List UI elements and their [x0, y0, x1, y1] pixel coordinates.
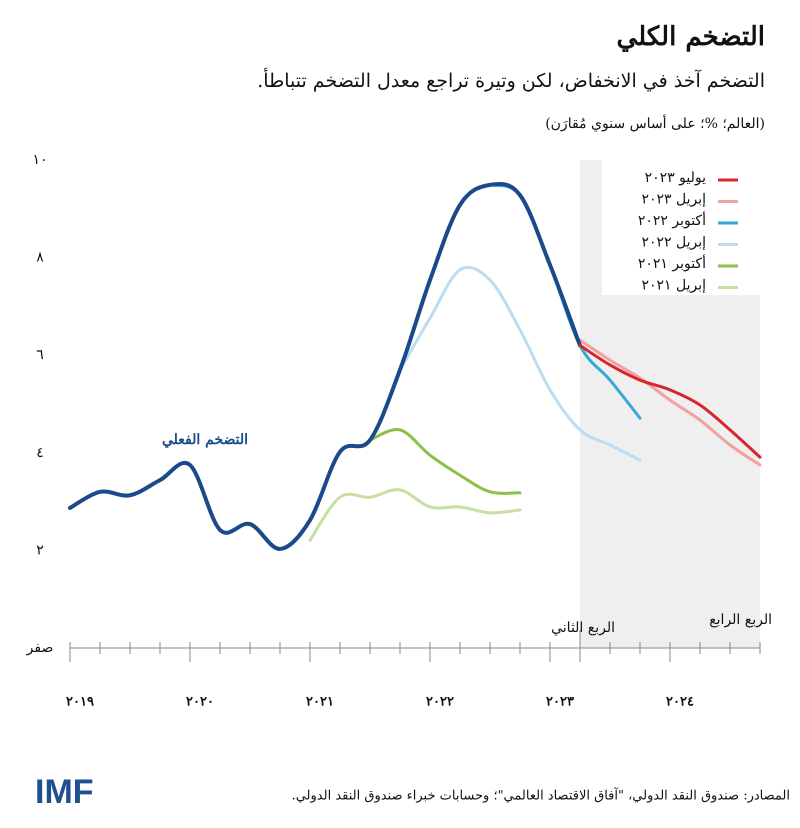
- series-line: [68, 181, 582, 551]
- series-line: [368, 428, 522, 495]
- x-tick-label: ٢٠٢٣: [546, 695, 574, 710]
- x-tick-label: ٢٠٢٤: [666, 695, 694, 710]
- annotation: الربع الثاني: [551, 620, 615, 636]
- legend-label: إبريل ٢٠٢١: [641, 278, 706, 294]
- x-tick-label: ٢٠٢٠: [186, 695, 214, 710]
- series-line: [578, 343, 762, 459]
- series-line: [398, 265, 642, 462]
- forecast-shade: [580, 295, 760, 648]
- x-tick-label: ٢٠١٩: [66, 695, 94, 710]
- series-line: [578, 338, 762, 467]
- y-tick-label: ٢: [36, 542, 44, 558]
- chart-note: (العالم؛ %؛ على أساس سنوي مُقارَن): [545, 113, 765, 132]
- y-tick-label: ٦: [36, 347, 44, 363]
- chart-title: التضخم الكلي: [617, 22, 765, 52]
- forecast-shade: [580, 160, 602, 295]
- annotation: الربع الرابع: [709, 612, 772, 628]
- y-tick-label: ٤: [36, 445, 44, 461]
- legend-label: يوليو ٢٠٢٣: [645, 170, 706, 186]
- source: المصادر: صندوق النقد الدولي، "آفاق الاقت…: [292, 787, 790, 804]
- legend-label: أكتوبر ٢٠٢٢: [638, 210, 706, 229]
- x-tick-label: ٢٠٢١: [306, 695, 334, 710]
- y-tick-label: ٨: [36, 250, 44, 266]
- y-tick-label: صفر: [26, 640, 54, 656]
- x-tick-label: ٢٠٢٢: [426, 695, 454, 710]
- inline-label: التضخم الفعلي: [162, 432, 248, 448]
- y-tick-label: ١٠: [32, 152, 47, 168]
- logo: IMF: [35, 773, 94, 811]
- series-line: [308, 488, 522, 542]
- legend-label: إبريل ٢٠٢٣: [641, 192, 706, 208]
- legend-label: أكتوبر ٢٠٢١: [638, 253, 706, 272]
- legend-box: [602, 160, 760, 295]
- legend-label: إبريل ٢٠٢٢: [641, 235, 706, 251]
- chart-subtitle: التضخم آخذ في الانخفاض، لكن وتيرة تراجع …: [257, 67, 765, 92]
